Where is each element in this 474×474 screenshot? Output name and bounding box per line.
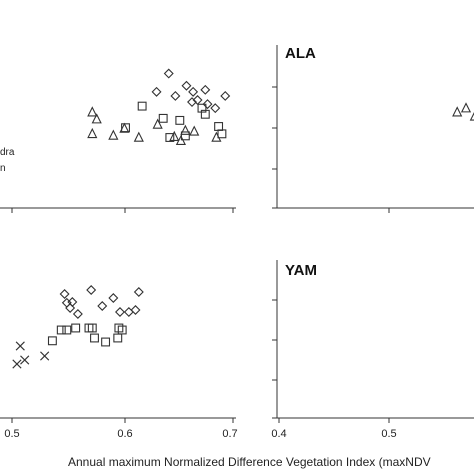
panel-top-right-marks	[452, 102, 474, 121]
data-point-square	[84, 323, 94, 333]
legend-label-2: n	[0, 163, 6, 174]
data-point-triangle	[87, 127, 98, 139]
panel-bottom-left-xtick-label: 0.5	[4, 428, 19, 440]
data-point-triangle	[87, 106, 98, 117]
data-point-diamond	[200, 84, 211, 95]
data-point-triangle	[189, 125, 200, 136]
panel-bottom-right-xtick-label: 0.5	[381, 428, 396, 440]
x-axis-label: Annual maximum Normalized Difference Veg…	[68, 455, 431, 469]
data-point-cross	[15, 341, 25, 351]
data-point-square	[197, 103, 207, 113]
data-point-diamond	[170, 90, 181, 101]
data-point-square	[62, 325, 72, 335]
data-point-triangle	[180, 124, 191, 135]
panel-top-right: ALA	[272, 45, 474, 213]
data-point-triangle	[469, 111, 474, 121]
data-point-triangle	[211, 131, 222, 142]
data-point-diamond	[133, 287, 144, 297]
panel-title-yam: YAM	[285, 262, 317, 279]
data-point-triangle	[119, 122, 130, 133]
panel-top-left: dra n	[0, 68, 236, 213]
data-point-triangle	[108, 129, 119, 140]
data-point-square	[113, 333, 123, 343]
data-point-square	[121, 123, 130, 133]
panel-bottom-left-xtick-label: 0.6	[117, 428, 132, 440]
data-point-triangle	[152, 118, 163, 129]
legend-label-1: dra	[0, 147, 15, 158]
panel-bottom-left: 0.5 0.6 0.7	[0, 285, 238, 440]
panel-bottom-right: 0.4 0.5 YAM	[271, 260, 474, 440]
data-point-diamond	[130, 305, 141, 315]
data-point-diamond	[202, 99, 213, 110]
data-point-square	[217, 129, 227, 139]
data-point-triangle	[460, 102, 472, 113]
data-point-diamond	[163, 68, 174, 79]
data-point-diamond	[115, 307, 125, 317]
data-point-square	[200, 109, 210, 119]
data-point-square	[71, 323, 81, 333]
data-point-cross	[40, 351, 50, 361]
data-point-square	[56, 325, 66, 335]
data-point-cross	[20, 355, 30, 365]
data-point-square	[114, 323, 124, 333]
data-point-triangle	[452, 106, 463, 117]
data-point-diamond	[86, 285, 97, 295]
data-point-square	[90, 333, 99, 343]
data-point-square	[180, 131, 190, 141]
data-point-square	[117, 325, 127, 335]
data-point-diamond	[97, 301, 108, 311]
data-point-square	[214, 122, 224, 131]
data-point-triangle	[133, 131, 144, 142]
data-point-diamond	[108, 293, 119, 303]
panel-top-left-marks	[87, 68, 231, 146]
data-point-diamond	[67, 297, 78, 307]
data-point-square	[47, 336, 57, 346]
panel-bottom-left-xtick-label: 0.7	[222, 428, 237, 440]
data-point-square	[101, 337, 111, 347]
data-point-diamond	[188, 86, 199, 97]
data-point-square	[175, 115, 185, 125]
data-point-diamond	[65, 303, 76, 313]
data-point-diamond	[72, 309, 83, 319]
data-point-diamond	[151, 86, 162, 97]
data-point-square	[137, 101, 147, 111]
data-point-cross	[12, 359, 22, 369]
panel-bottom-left-marks	[12, 285, 144, 369]
data-point-square	[165, 133, 175, 142]
data-point-square	[87, 323, 97, 333]
data-point-diamond	[210, 103, 221, 114]
data-point-diamond	[187, 97, 197, 108]
data-point-diamond	[192, 95, 203, 105]
panel-title-ala: ALA	[285, 45, 316, 62]
panel-bottom-right-xtick-label: 0.4	[271, 428, 286, 440]
data-point-diamond	[220, 90, 231, 101]
data-point-triangle	[91, 113, 102, 124]
data-point-square	[158, 113, 168, 123]
data-point-diamond	[181, 80, 192, 91]
data-point-diamond	[59, 289, 70, 299]
